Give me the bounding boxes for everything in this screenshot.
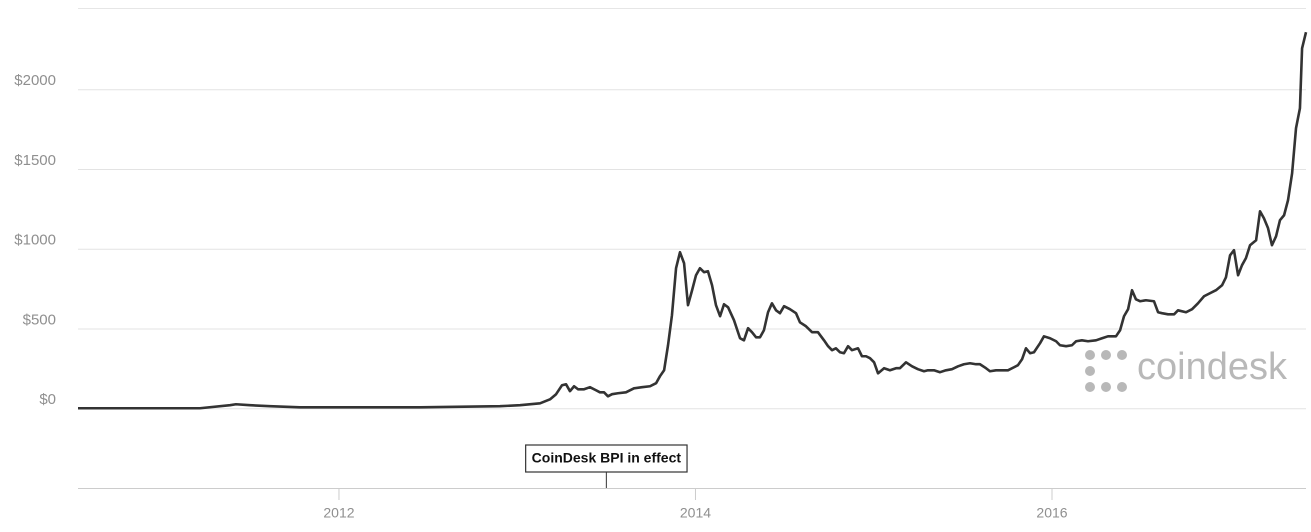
watermark: coindesk <box>1085 346 1288 392</box>
logo-dot <box>1101 350 1111 360</box>
logo-dot <box>1085 382 1095 392</box>
logo-dot <box>1085 350 1095 360</box>
y-tick-label: $1500 <box>14 152 56 169</box>
annotation: CoinDesk BPI in effect <box>525 444 688 488</box>
x-tick-label: 2012 <box>323 505 354 521</box>
y-tick-label: $500 <box>23 311 56 328</box>
watermark-text: coindesk <box>1137 346 1288 388</box>
annotation-text: CoinDesk BPI in effect <box>532 450 682 466</box>
y-tick-label: $0 <box>39 391 56 408</box>
y-tick-label: $2000 <box>14 72 56 89</box>
x-tick-label: 2016 <box>1036 505 1067 521</box>
logo-dot <box>1117 350 1127 360</box>
annotation-box <box>525 444 688 473</box>
price-line <box>78 31 1308 410</box>
y-tick-label: $1000 <box>14 232 56 249</box>
logo-dot <box>1117 382 1127 392</box>
x-tick-label: 2014 <box>680 505 711 521</box>
logo-dot <box>1085 366 1095 376</box>
logo-dot <box>1101 382 1111 392</box>
